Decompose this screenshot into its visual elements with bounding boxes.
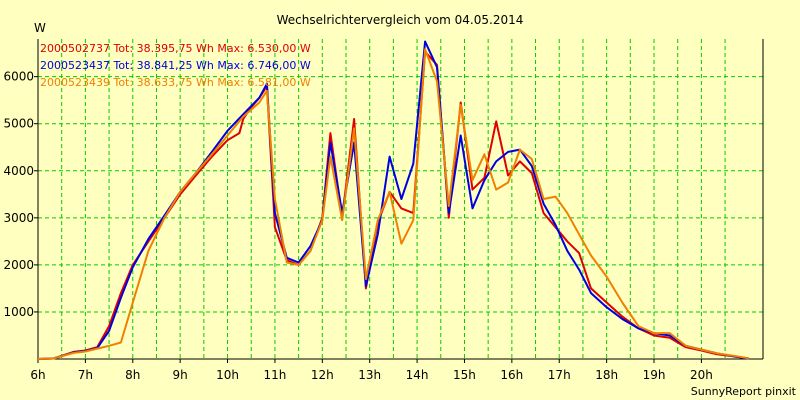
legend: 2000502737 Tot: 38.395,75 Wh Max: 6.530,… (40, 42, 311, 89)
chart-title: Wechselrichtervergleich vom 04.05.2014 (277, 13, 524, 27)
legend-entry-3: 2000523439 Tot: 38.633,75 Wh Max: 6.581,… (40, 76, 311, 89)
footer-credit: SunnyReport pinxit (691, 385, 797, 398)
x-tick-label: 6h (30, 368, 45, 382)
y-axis-unit-label: W (34, 21, 46, 35)
y-tick-label: 1000 (3, 305, 34, 319)
x-tick-label: 7h (78, 368, 93, 382)
series-lines (37, 40, 749, 360)
y-tick-label: 5000 (3, 117, 34, 131)
x-tick-label: 19h (643, 368, 666, 382)
y-tick-label: 3000 (3, 211, 34, 225)
x-tick-label: 20h (690, 368, 713, 382)
legend-entry-1: 2000502737 Tot: 38.395,75 Wh Max: 6.530,… (40, 42, 311, 55)
x-tick-label: 11h (263, 368, 286, 382)
y-tick-label: 2000 (3, 258, 34, 272)
y-axis-ticks: 1000 2000 3000 4000 5000 6000 (3, 70, 38, 319)
x-tick-label: 15h (453, 368, 476, 382)
x-tick-label: 14h (406, 368, 429, 382)
y-tick-label: 4000 (3, 164, 34, 178)
x-tick-label: 13h (358, 368, 381, 382)
x-axis-ticks: 6h 7h 8h 9h 10h 11h 12h 13h 14h 15h 16h 17h 18h 19h 20… (30, 359, 713, 382)
axes (37, 39, 764, 360)
x-tick-label: 17h (548, 368, 571, 382)
x-tick-label: 18h (595, 368, 618, 382)
legend-entry-2: 2000523437 Tot: 38.841,25 Wh Max: 6.746,… (40, 59, 311, 72)
x-tick-label: 16h (500, 368, 523, 382)
x-tick-label: 8h (125, 368, 140, 382)
x-tick-label: 12h (311, 368, 334, 382)
series-line-2 (37, 40, 749, 360)
x-tick-label: 9h (173, 368, 188, 382)
x-tick-label: 10h (216, 368, 239, 382)
series-line-3 (37, 48, 749, 360)
grid (37, 39, 763, 359)
y-tick-label: 6000 (3, 70, 34, 84)
